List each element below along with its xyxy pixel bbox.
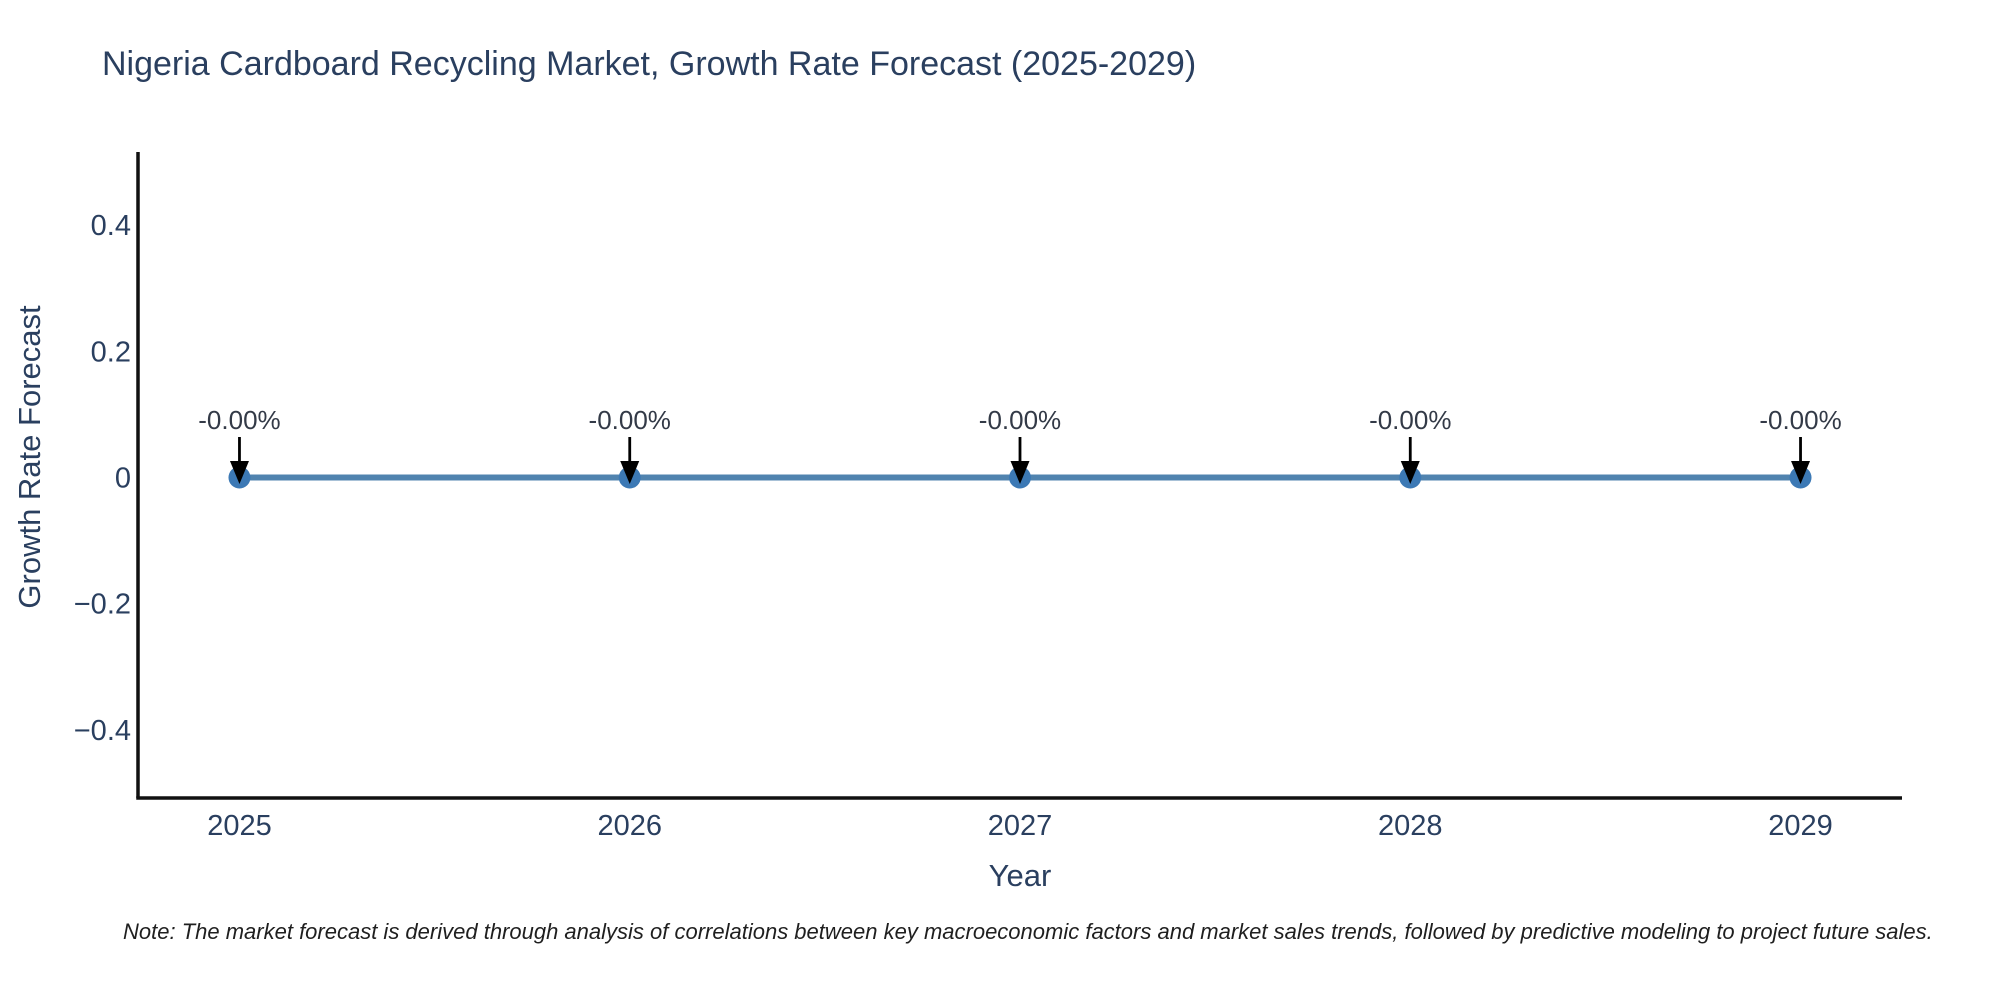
y-tick-label: −0.2 bbox=[74, 589, 131, 621]
growth-rate-line-chart: 0.4 0.2 0 −0.2 −0.4 2025 2026 2027 2028 2029 Year G… bbox=[12, 152, 1902, 893]
x-tick-label: 2026 bbox=[597, 810, 662, 842]
y-tick-label: 0 bbox=[115, 463, 131, 495]
annotation-arrowhead bbox=[1791, 461, 1811, 484]
annotation-arrowhead bbox=[620, 461, 640, 484]
annotation-label: -0.00% bbox=[1759, 405, 1841, 435]
annotation-label: -0.00% bbox=[198, 405, 280, 435]
x-axis-title: Year bbox=[989, 858, 1052, 893]
y-tick-label: −0.4 bbox=[74, 715, 131, 747]
y-axis-title: Growth Rate Forecast bbox=[12, 305, 47, 609]
annotation-label: -0.00% bbox=[1369, 405, 1451, 435]
x-tick-label: 2027 bbox=[988, 810, 1053, 842]
annotation-arrowhead bbox=[1400, 461, 1420, 484]
x-tick-label: 2029 bbox=[1768, 810, 1833, 842]
y-tick-label: 0.4 bbox=[91, 210, 131, 242]
annotation-label: -0.00% bbox=[589, 405, 671, 435]
y-tick-label: 0.2 bbox=[91, 336, 131, 368]
chart-title: Nigeria Cardboard Recycling Market, Grow… bbox=[102, 45, 1197, 83]
annotation-arrowhead bbox=[229, 461, 249, 484]
annotation-arrowhead bbox=[1010, 461, 1030, 484]
x-tick-label: 2025 bbox=[207, 810, 272, 842]
footnote: Note: The market forecast is derived thr… bbox=[123, 919, 1933, 944]
annotation-label: -0.00% bbox=[979, 405, 1061, 435]
x-tick-label: 2028 bbox=[1378, 810, 1443, 842]
